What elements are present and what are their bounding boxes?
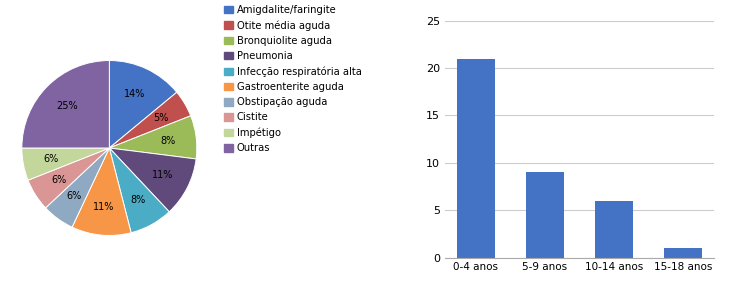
Text: 11%: 11% — [152, 170, 173, 180]
Wedge shape — [109, 92, 191, 148]
Text: 8%: 8% — [160, 136, 176, 146]
Bar — [595, 201, 633, 258]
Wedge shape — [109, 60, 176, 148]
Wedge shape — [22, 148, 109, 180]
Text: 11%: 11% — [93, 202, 114, 212]
Wedge shape — [28, 148, 109, 208]
Text: 25%: 25% — [56, 101, 78, 111]
Wedge shape — [109, 148, 196, 212]
Wedge shape — [109, 148, 169, 233]
Bar — [664, 248, 702, 258]
Text: 6%: 6% — [43, 154, 58, 164]
Text: 6%: 6% — [67, 191, 82, 201]
Text: 5%: 5% — [153, 113, 168, 123]
Wedge shape — [72, 148, 131, 236]
Wedge shape — [22, 60, 109, 148]
Wedge shape — [46, 148, 109, 227]
Bar — [457, 59, 495, 258]
Wedge shape — [109, 116, 197, 159]
Legend: Amigdalite/faringite, Otite média aguda, Bronquiolite aguda, Pneumonia, Infecção: Amigdalite/faringite, Otite média aguda,… — [224, 5, 362, 153]
Text: 8%: 8% — [130, 195, 146, 205]
Text: 6%: 6% — [52, 175, 67, 185]
Bar — [526, 172, 564, 258]
Text: 14%: 14% — [124, 89, 145, 99]
